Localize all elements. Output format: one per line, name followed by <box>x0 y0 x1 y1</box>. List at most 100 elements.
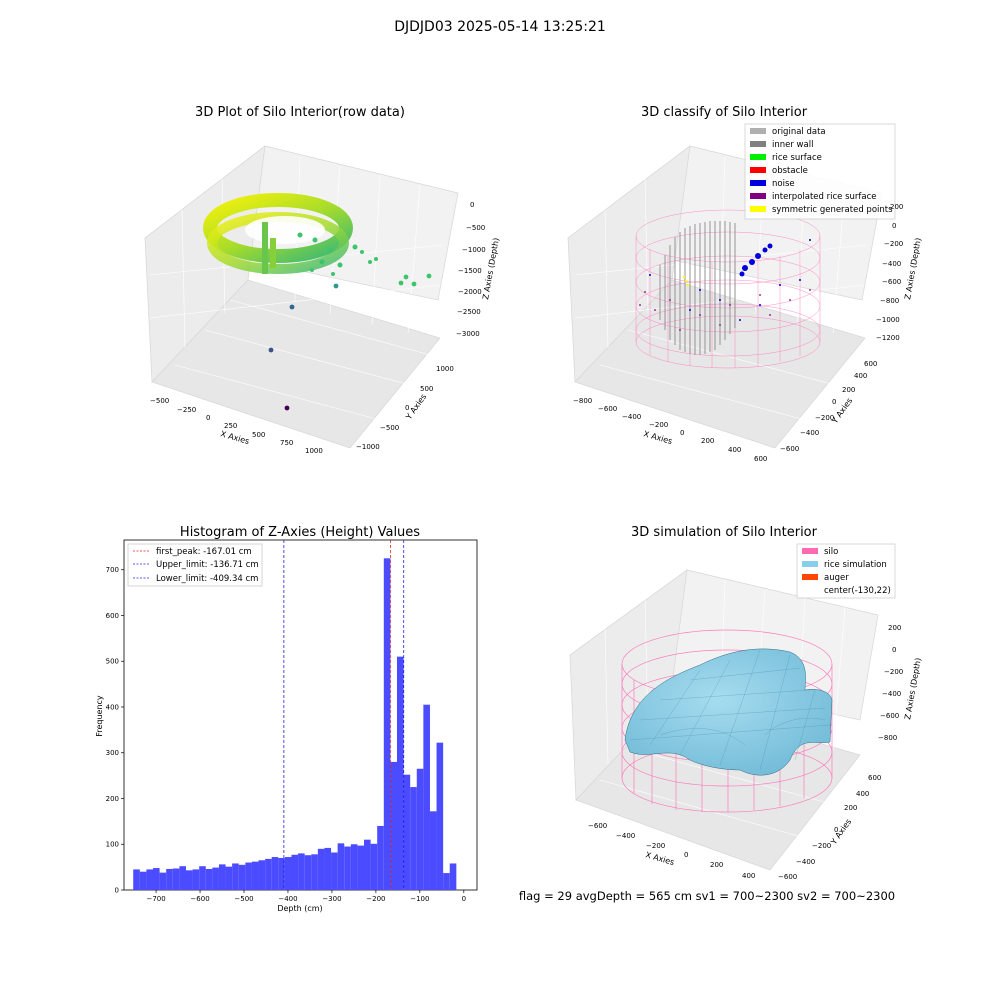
histogram-bar <box>331 852 338 890</box>
raw-y-tick: −500 <box>380 424 399 432</box>
classify-z-tick: −1200 <box>876 334 900 342</box>
histogram-bar <box>225 866 233 890</box>
raw-3d-x-ticks: −500 −250 0 250 500 750 1000 <box>150 397 323 455</box>
histogram-y-tick-label: 300 <box>106 749 119 757</box>
classify-inner-wall <box>659 221 736 355</box>
simulation-legend: silo rice simulation auger center(-130,2… <box>796 543 896 599</box>
histogram-bar <box>172 868 180 890</box>
histogram-bar <box>383 558 391 890</box>
histogram-bar <box>146 869 154 890</box>
simulation-x-tick: 200 <box>710 861 723 869</box>
simulation-x-tick: −600 <box>588 822 607 830</box>
simulation-z-tick: −600 <box>880 712 899 720</box>
raw-z-tick: −500 <box>466 224 485 232</box>
histogram-x-tick-label: −200 <box>366 895 385 903</box>
simulation-z-tick: −200 <box>884 668 903 676</box>
legend-label-rice-surface: rice surface <box>772 153 822 163</box>
legend-swatch-original <box>750 128 766 134</box>
raw-z-tick: 0 <box>470 201 474 209</box>
histogram-bar <box>212 867 219 890</box>
legend-swatch-inner-wall <box>750 141 766 147</box>
classify-y-tick: −200 <box>815 414 834 422</box>
simulation-z-tick: −400 <box>882 690 901 698</box>
histogram-bar <box>192 869 200 890</box>
legend-label-original: original data <box>772 127 826 137</box>
histogram-bar <box>304 855 312 890</box>
legend-label-upper-limit: Upper_limit: -136.71 cm <box>156 560 259 570</box>
classify-y-ticks: −600 −400 −200 0 200 400 600 <box>780 360 877 453</box>
figure-title: DJDJD03 2025-05-14 13:25:21 <box>394 19 606 35</box>
histogram-bar <box>232 863 239 890</box>
histogram-bar <box>251 861 259 890</box>
raw-3d-z-ticks: 0 −500 −1000 −1500 −2000 −2500 −3000 <box>456 201 486 338</box>
classify-z-tick: 0 <box>892 222 896 230</box>
histogram-bar <box>337 843 345 890</box>
legend-label-lower-limit: Lower_limit: -409.34 cm <box>156 574 258 584</box>
classify-x-tick: −200 <box>649 421 668 429</box>
histogram-bar <box>429 811 437 890</box>
raw-x-tick: 0 <box>206 414 210 422</box>
simulation-y-label: Y Axies <box>829 817 854 847</box>
raw-y-tick: 0 <box>405 404 409 412</box>
legend-label-silo: silo <box>824 547 838 557</box>
legend-label-inner-wall: inner wall <box>772 140 813 150</box>
histogram-bar <box>410 787 417 890</box>
histogram-y-label: Frequency <box>95 695 104 737</box>
histogram-bar <box>298 853 305 890</box>
histogram-x-tick-label: −500 <box>234 895 253 903</box>
legend-label-center: center(-130,22) <box>824 586 891 596</box>
histogram-bar <box>205 868 213 890</box>
histogram-x-label: Depth (cm) <box>277 904 322 913</box>
classify-z-label: Z Axies (Depth) <box>903 237 923 300</box>
classify-z-tick: −600 <box>882 278 901 286</box>
histogram-bar <box>159 872 167 890</box>
simulation-rice-surface <box>624 648 833 776</box>
histogram-bar <box>357 845 365 890</box>
classify-y-tick: 400 <box>854 372 867 380</box>
histogram-bar <box>185 870 193 890</box>
legend-swatch-interpolated <box>750 193 766 199</box>
legend-swatch-obstacle <box>750 167 766 173</box>
classify-z-ticks: 200 0 −200 −400 −600 −800 −1000 −1200 <box>876 203 903 342</box>
histogram-bar <box>284 857 292 890</box>
histogram-x-tick-label: −400 <box>278 895 297 903</box>
classify-noise-points <box>649 239 811 321</box>
histogram-bar <box>423 704 430 890</box>
histogram-y-tick-label: 100 <box>106 841 119 849</box>
raw-y-tick: 1000 <box>436 365 454 373</box>
histogram-y-tick-label: 400 <box>106 703 119 711</box>
histogram-bar <box>258 860 266 890</box>
classify-y-tick: 600 <box>864 360 877 368</box>
legend-label-auger: auger <box>824 573 849 583</box>
histogram-bar <box>317 848 325 890</box>
raw-x-tick: 250 <box>224 422 237 430</box>
histogram-y-tick-label: 700 <box>106 566 119 574</box>
histogram-bar <box>377 825 384 890</box>
histogram-x-tick-label: −700 <box>146 895 165 903</box>
histogram-bar <box>324 847 332 890</box>
simulation-y-ticks: −600 −400 −200 0 200 400 600 <box>778 774 881 881</box>
classify-y-tick: −400 <box>800 429 819 437</box>
panel-raw-3d: 3D Plot of Silo Interior(row data) <box>144 105 501 455</box>
histogram-bar <box>133 869 140 890</box>
simulation-x-tick: −200 <box>646 842 665 850</box>
histogram-bar <box>218 864 226 890</box>
legend-label-noise: noise <box>772 179 795 189</box>
panel-histogram: Histogram of Z-Axies (Height) Values −70… <box>95 525 478 913</box>
simulation-x-label: X Axies <box>644 850 675 867</box>
simulation-y-tick: 400 <box>856 790 869 798</box>
raw-z-tick: −1000 <box>462 246 486 254</box>
raw-x-tick: −500 <box>150 397 169 405</box>
raw-3d-panes <box>144 145 459 449</box>
histogram-x-tick-label: −100 <box>410 895 429 903</box>
raw-y-tick: 500 <box>420 385 433 393</box>
simulation-title: 3D simulation of Silo Interior <box>631 525 818 540</box>
raw-z-tick: −2500 <box>457 308 481 316</box>
legend-label-rice-simulation: rice simulation <box>824 560 887 570</box>
simulation-y-tick: 600 <box>868 774 881 782</box>
raw-z-tick: −3000 <box>456 330 480 338</box>
histogram-reference-lines <box>283 540 405 890</box>
legend-label-interpolated: interpolated rice surface <box>772 192 877 202</box>
histogram-x-tick-label: −300 <box>322 895 341 903</box>
